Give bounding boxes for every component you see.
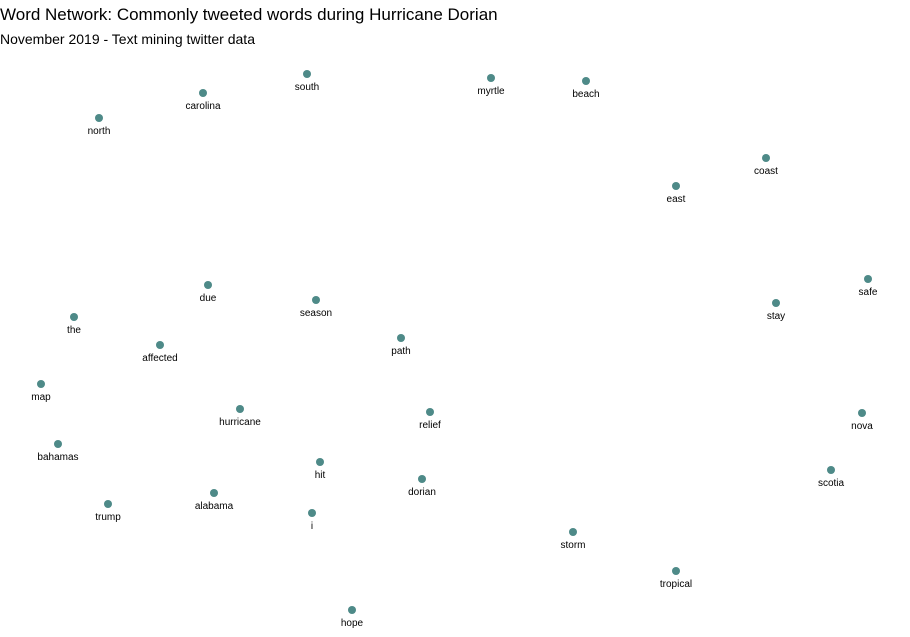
node-carolina — [199, 89, 207, 97]
node-label-stay: stay — [767, 311, 785, 322]
node-beach — [582, 77, 590, 85]
node-path — [397, 334, 405, 342]
node-east — [672, 182, 680, 190]
node-label-scotia: scotia — [818, 478, 845, 489]
node-hope — [348, 606, 356, 614]
node-label-carolina: carolina — [185, 101, 220, 112]
node-i — [308, 509, 316, 517]
node-nova — [858, 409, 866, 417]
node-label-path: path — [391, 346, 410, 357]
node-label-relief: relief — [419, 420, 441, 431]
node-alabama — [210, 489, 218, 497]
node-label-north: north — [88, 126, 111, 137]
node-label-coast: coast — [754, 166, 778, 177]
chart-title: Word Network: Commonly tweeted words dur… — [0, 5, 498, 24]
chart-subtitle: November 2019 - Text mining twitter data — [0, 31, 255, 47]
node-label-east: east — [667, 194, 686, 205]
node-safe — [864, 275, 872, 283]
node-label-dorian: dorian — [408, 487, 436, 498]
node-label-tropical: tropical — [660, 579, 692, 590]
node-label-the: the — [67, 325, 81, 336]
node-myrtle — [487, 74, 495, 82]
node-dorian — [418, 475, 426, 483]
node-label-hope: hope — [341, 618, 364, 629]
node-relief — [426, 408, 434, 416]
node-label-season: season — [300, 308, 332, 319]
node-label-storm: storm — [561, 540, 586, 551]
node-south — [303, 70, 311, 78]
node-the — [70, 313, 78, 321]
node-label-beach: beach — [572, 89, 599, 100]
node-label-i: i — [311, 521, 313, 532]
node-label-south: south — [295, 82, 319, 93]
node-north — [95, 114, 103, 122]
node-label-safe: safe — [859, 287, 878, 298]
node-stay — [772, 299, 780, 307]
node-map — [37, 380, 45, 388]
node-label-due: due — [200, 293, 217, 304]
node-hurricane — [236, 405, 244, 413]
node-label-nova: nova — [851, 421, 873, 432]
node-label-myrtle: myrtle — [477, 86, 505, 97]
node-label-hurricane: hurricane — [219, 417, 261, 428]
node-coast — [762, 154, 770, 162]
node-scotia — [827, 466, 835, 474]
node-bahamas — [54, 440, 62, 448]
node-label-hit: hit — [315, 470, 326, 481]
node-season — [312, 296, 320, 304]
node-label-trump: trump — [95, 512, 121, 523]
node-hit — [316, 458, 324, 466]
node-label-alabama: alabama — [195, 501, 234, 512]
node-affected — [156, 341, 164, 349]
node-trump — [104, 500, 112, 508]
node-label-affected: affected — [142, 353, 177, 364]
node-label-bahamas: bahamas — [37, 452, 78, 463]
node-due — [204, 281, 212, 289]
node-tropical — [672, 567, 680, 575]
node-label-map: map — [31, 392, 51, 403]
node-storm — [569, 528, 577, 536]
